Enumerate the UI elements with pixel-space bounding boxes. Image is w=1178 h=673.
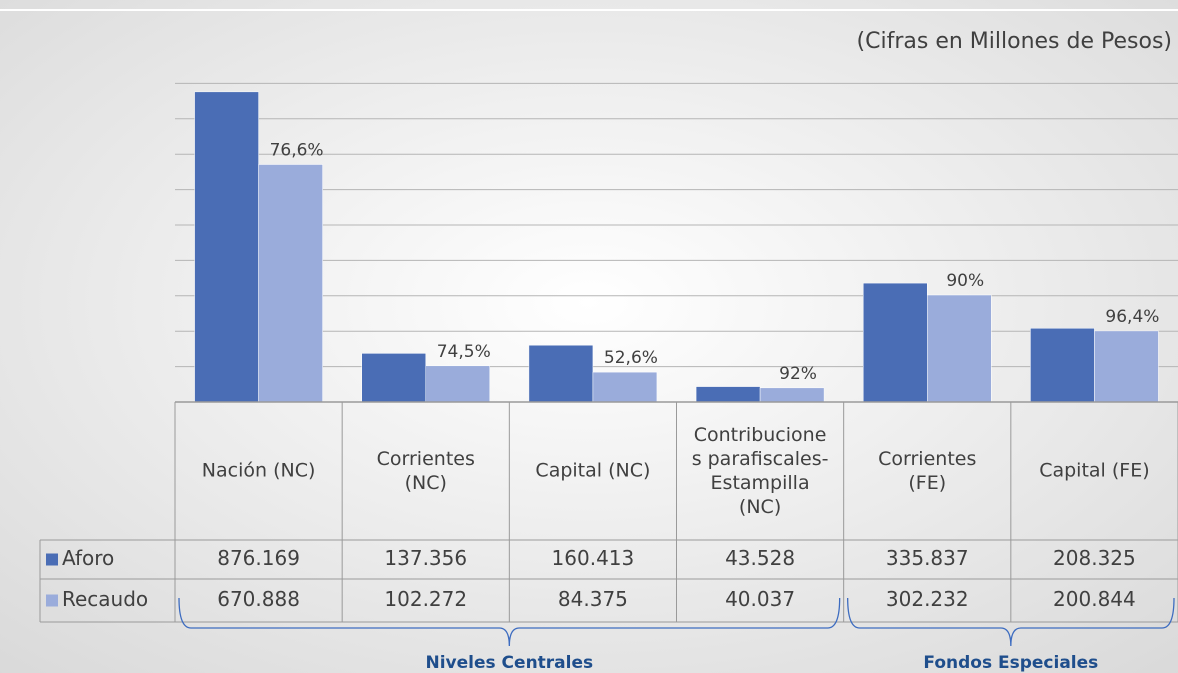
legend-swatch — [46, 553, 58, 566]
group-bracket — [178, 597, 841, 647]
legend-label: Aforo — [62, 546, 114, 570]
group-label: Niveles Centrales — [426, 653, 594, 673]
table-value: 160.413 — [552, 546, 635, 570]
subtitle: (Cifras en Millones de Pesos) — [857, 29, 1172, 54]
table-value: 876.169 — [217, 546, 300, 570]
bar — [361, 353, 426, 403]
table-value: 302.232 — [886, 587, 969, 611]
bar — [1030, 328, 1095, 403]
group-bracket — [847, 597, 1175, 647]
percent-label: 76,6% — [270, 141, 324, 161]
bar — [194, 91, 259, 403]
legend-label: Recaudo — [62, 587, 148, 611]
category-label: Capital (NC) — [535, 460, 650, 482]
category-label: Nación (NC) — [202, 460, 316, 482]
category-label: Corrientes (FE) — [878, 448, 976, 494]
group-label: Fondos Especiales — [923, 653, 1098, 673]
percent-label: 96,4% — [1105, 307, 1159, 327]
table-value: 335.837 — [886, 546, 969, 570]
table-value: 102.272 — [384, 587, 467, 611]
category-label: Capital (FE) — [1039, 460, 1149, 482]
table-value: 40.037 — [725, 587, 795, 611]
category-label: Corrientes (NC) — [377, 448, 475, 494]
percent-label: 52,6% — [604, 348, 658, 368]
legend-swatch — [46, 594, 58, 607]
category-label: Contribucione s parafiscales-Estampilla (N… — [692, 424, 829, 518]
table-value: 200.844 — [1053, 587, 1136, 611]
percent-label: 90% — [946, 271, 984, 291]
percent-label: 74,5% — [437, 342, 491, 362]
bar — [695, 386, 761, 403]
bar — [528, 344, 594, 403]
percent-label: 92% — [779, 364, 817, 384]
bar — [927, 294, 992, 403]
bar — [759, 387, 825, 403]
bar — [863, 282, 928, 403]
table-value: 84.375 — [558, 587, 628, 611]
table-value: 670.888 — [217, 587, 300, 611]
bar — [258, 164, 323, 403]
bar — [425, 365, 490, 403]
table-value: 43.528 — [725, 546, 795, 570]
table-value: 137.356 — [384, 546, 467, 570]
table-value: 208.325 — [1053, 546, 1136, 570]
bar — [592, 371, 658, 403]
bar — [1094, 330, 1159, 403]
